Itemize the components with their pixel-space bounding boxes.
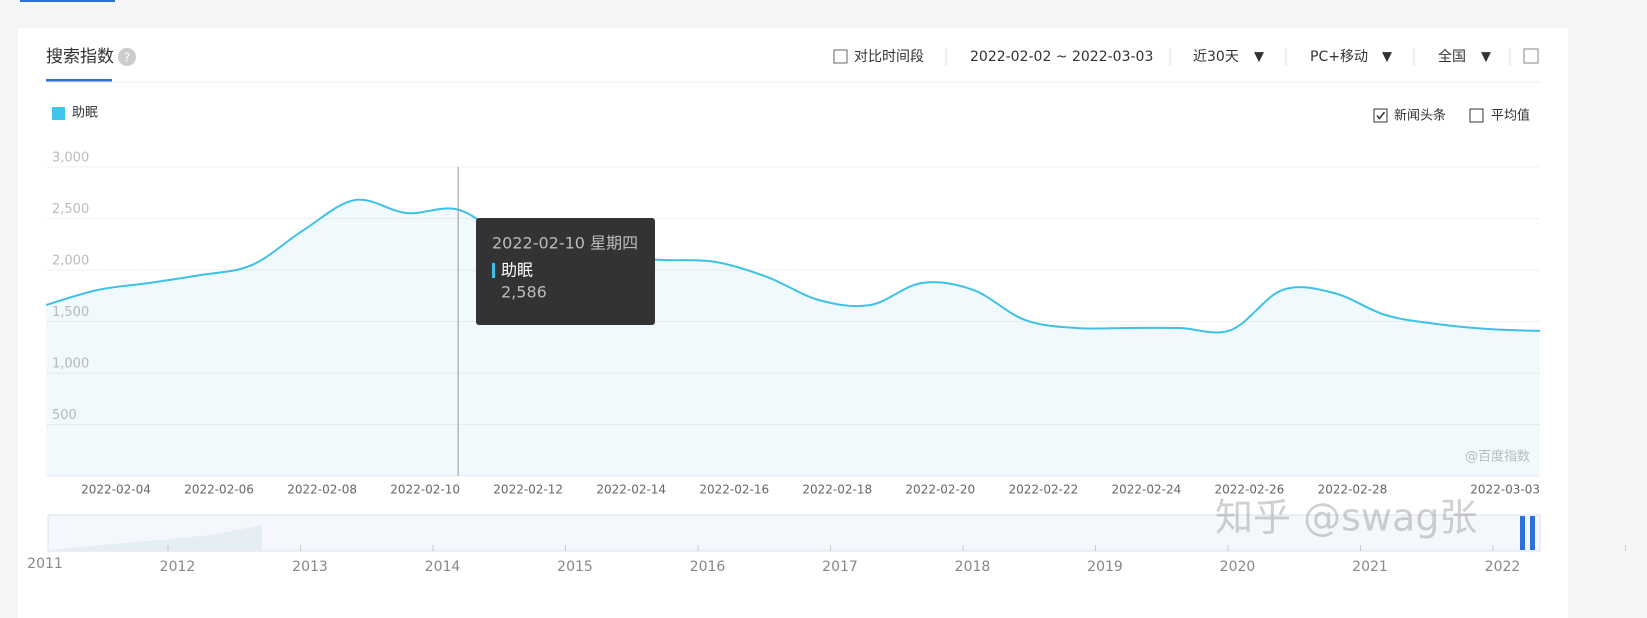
- watermark: 知乎 @swag张: [1215, 496, 1477, 540]
- x-tick-label: 2022-02-24: [1112, 483, 1182, 497]
- y-tick-label: 3,000: [52, 151, 89, 166]
- x-tick-label: 2022-02-10: [390, 483, 460, 497]
- timeline-handle[interactable]: [1530, 516, 1535, 550]
- timeline-area: [50, 525, 262, 550]
- tooltip: [476, 218, 655, 325]
- y-tick-label: 1,500: [52, 305, 89, 320]
- timeline-handle[interactable]: [1520, 516, 1525, 550]
- x-tick-label: 2022-02-26: [1215, 483, 1285, 497]
- timeline-years: 2011 2012 2013 2014 2015 2016 2017 2018 2019 2020…: [27, 545, 1626, 575]
- carets: ▼ ▼ ▼: [1254, 50, 1491, 65]
- area: [46, 199, 1540, 477]
- timeline-year: 2018: [955, 559, 991, 575]
- timeline-year: 2019: [1087, 559, 1123, 575]
- compare-label[interactable]: 对比时间段: [854, 49, 924, 65]
- title-underline: [46, 79, 112, 82]
- y-tick-label: 2,000: [52, 254, 89, 269]
- checkbox[interactable]: [1469, 108, 1484, 123]
- panel-title: 搜索指数: [46, 47, 114, 67]
- timeline-year: 2011: [27, 556, 63, 572]
- tooltip-swatch: [492, 263, 495, 278]
- export-icon[interactable]: [1523, 48, 1539, 64]
- x-tick-label: 2022-02-08: [287, 483, 357, 497]
- timeline-year: 2017: [822, 559, 858, 575]
- x-tick-label: 2022-02-06: [184, 483, 254, 497]
- timeline-year: 2012: [160, 559, 196, 575]
- help-mark: ?: [124, 51, 130, 65]
- y-tick-label: 2,500: [52, 202, 89, 217]
- x-tick-label: 2022-02-14: [596, 483, 666, 497]
- option-label[interactable]: 平均值: [1491, 108, 1530, 124]
- help-icon[interactable]: [118, 48, 136, 66]
- svg-text:▼: ▼: [1382, 50, 1392, 65]
- timeline-year: 2015: [557, 559, 593, 575]
- svg-text:▼: ▼: [1481, 50, 1491, 65]
- x-tick-label: 2022-02-18: [802, 483, 872, 497]
- check-mark: [1376, 111, 1386, 120]
- checkbox[interactable]: [1373, 108, 1388, 123]
- legend-swatch: [52, 107, 65, 120]
- tab-indicator: [20, 0, 115, 2]
- legend-label[interactable]: 助眠: [72, 106, 98, 121]
- x-tick-label: 2022-03-03: [1470, 483, 1540, 497]
- source: @百度指数: [1465, 449, 1530, 465]
- tooltip-title: 2022-02-10 星期四: [492, 234, 638, 253]
- line: [45, 198, 1541, 334]
- timeline-year: 2014: [425, 559, 461, 575]
- timeline-year: 2021: [1352, 559, 1388, 575]
- checkbox[interactable]: [833, 49, 848, 64]
- timeline[interactable]: [47, 514, 1541, 552]
- device[interactable]: PC+移动: [1310, 49, 1368, 65]
- timeline-year: 2013: [292, 559, 328, 575]
- region[interactable]: 全国: [1438, 48, 1466, 65]
- date-range[interactable]: 2022-02-02 ~ 2022-03-03: [970, 49, 1153, 65]
- x-tick-label: 2022-02-20: [905, 483, 975, 497]
- tooltip-series: 助眠: [501, 261, 533, 280]
- svg-text:▼: ▼: [1254, 50, 1264, 65]
- plot: 500 1,000 1,500 2,000 2,500 3,000 2022-02-04 20…: [45, 151, 1541, 497]
- x-tick-label: 2022-02-04: [81, 483, 151, 497]
- separators: [945, 48, 1511, 66]
- timeline-year: 2016: [690, 559, 726, 575]
- y-tick-label: 1,000: [52, 357, 89, 372]
- x-tick-label: 2022-02-22: [1008, 483, 1078, 497]
- timeline-year: 2020: [1220, 559, 1256, 575]
- x-tick-label: 2022-02-28: [1318, 483, 1388, 497]
- timeline-year: 2022: [1485, 559, 1521, 575]
- tooltip-value: 2,586: [501, 283, 547, 302]
- x-tick-label: 2022-02-16: [699, 483, 769, 497]
- option-label[interactable]: 新闻头条: [1394, 108, 1446, 124]
- y-tick-label: 500: [52, 408, 77, 423]
- x-tick-label: 2022-02-12: [493, 483, 563, 497]
- period[interactable]: 近30天: [1193, 49, 1239, 65]
